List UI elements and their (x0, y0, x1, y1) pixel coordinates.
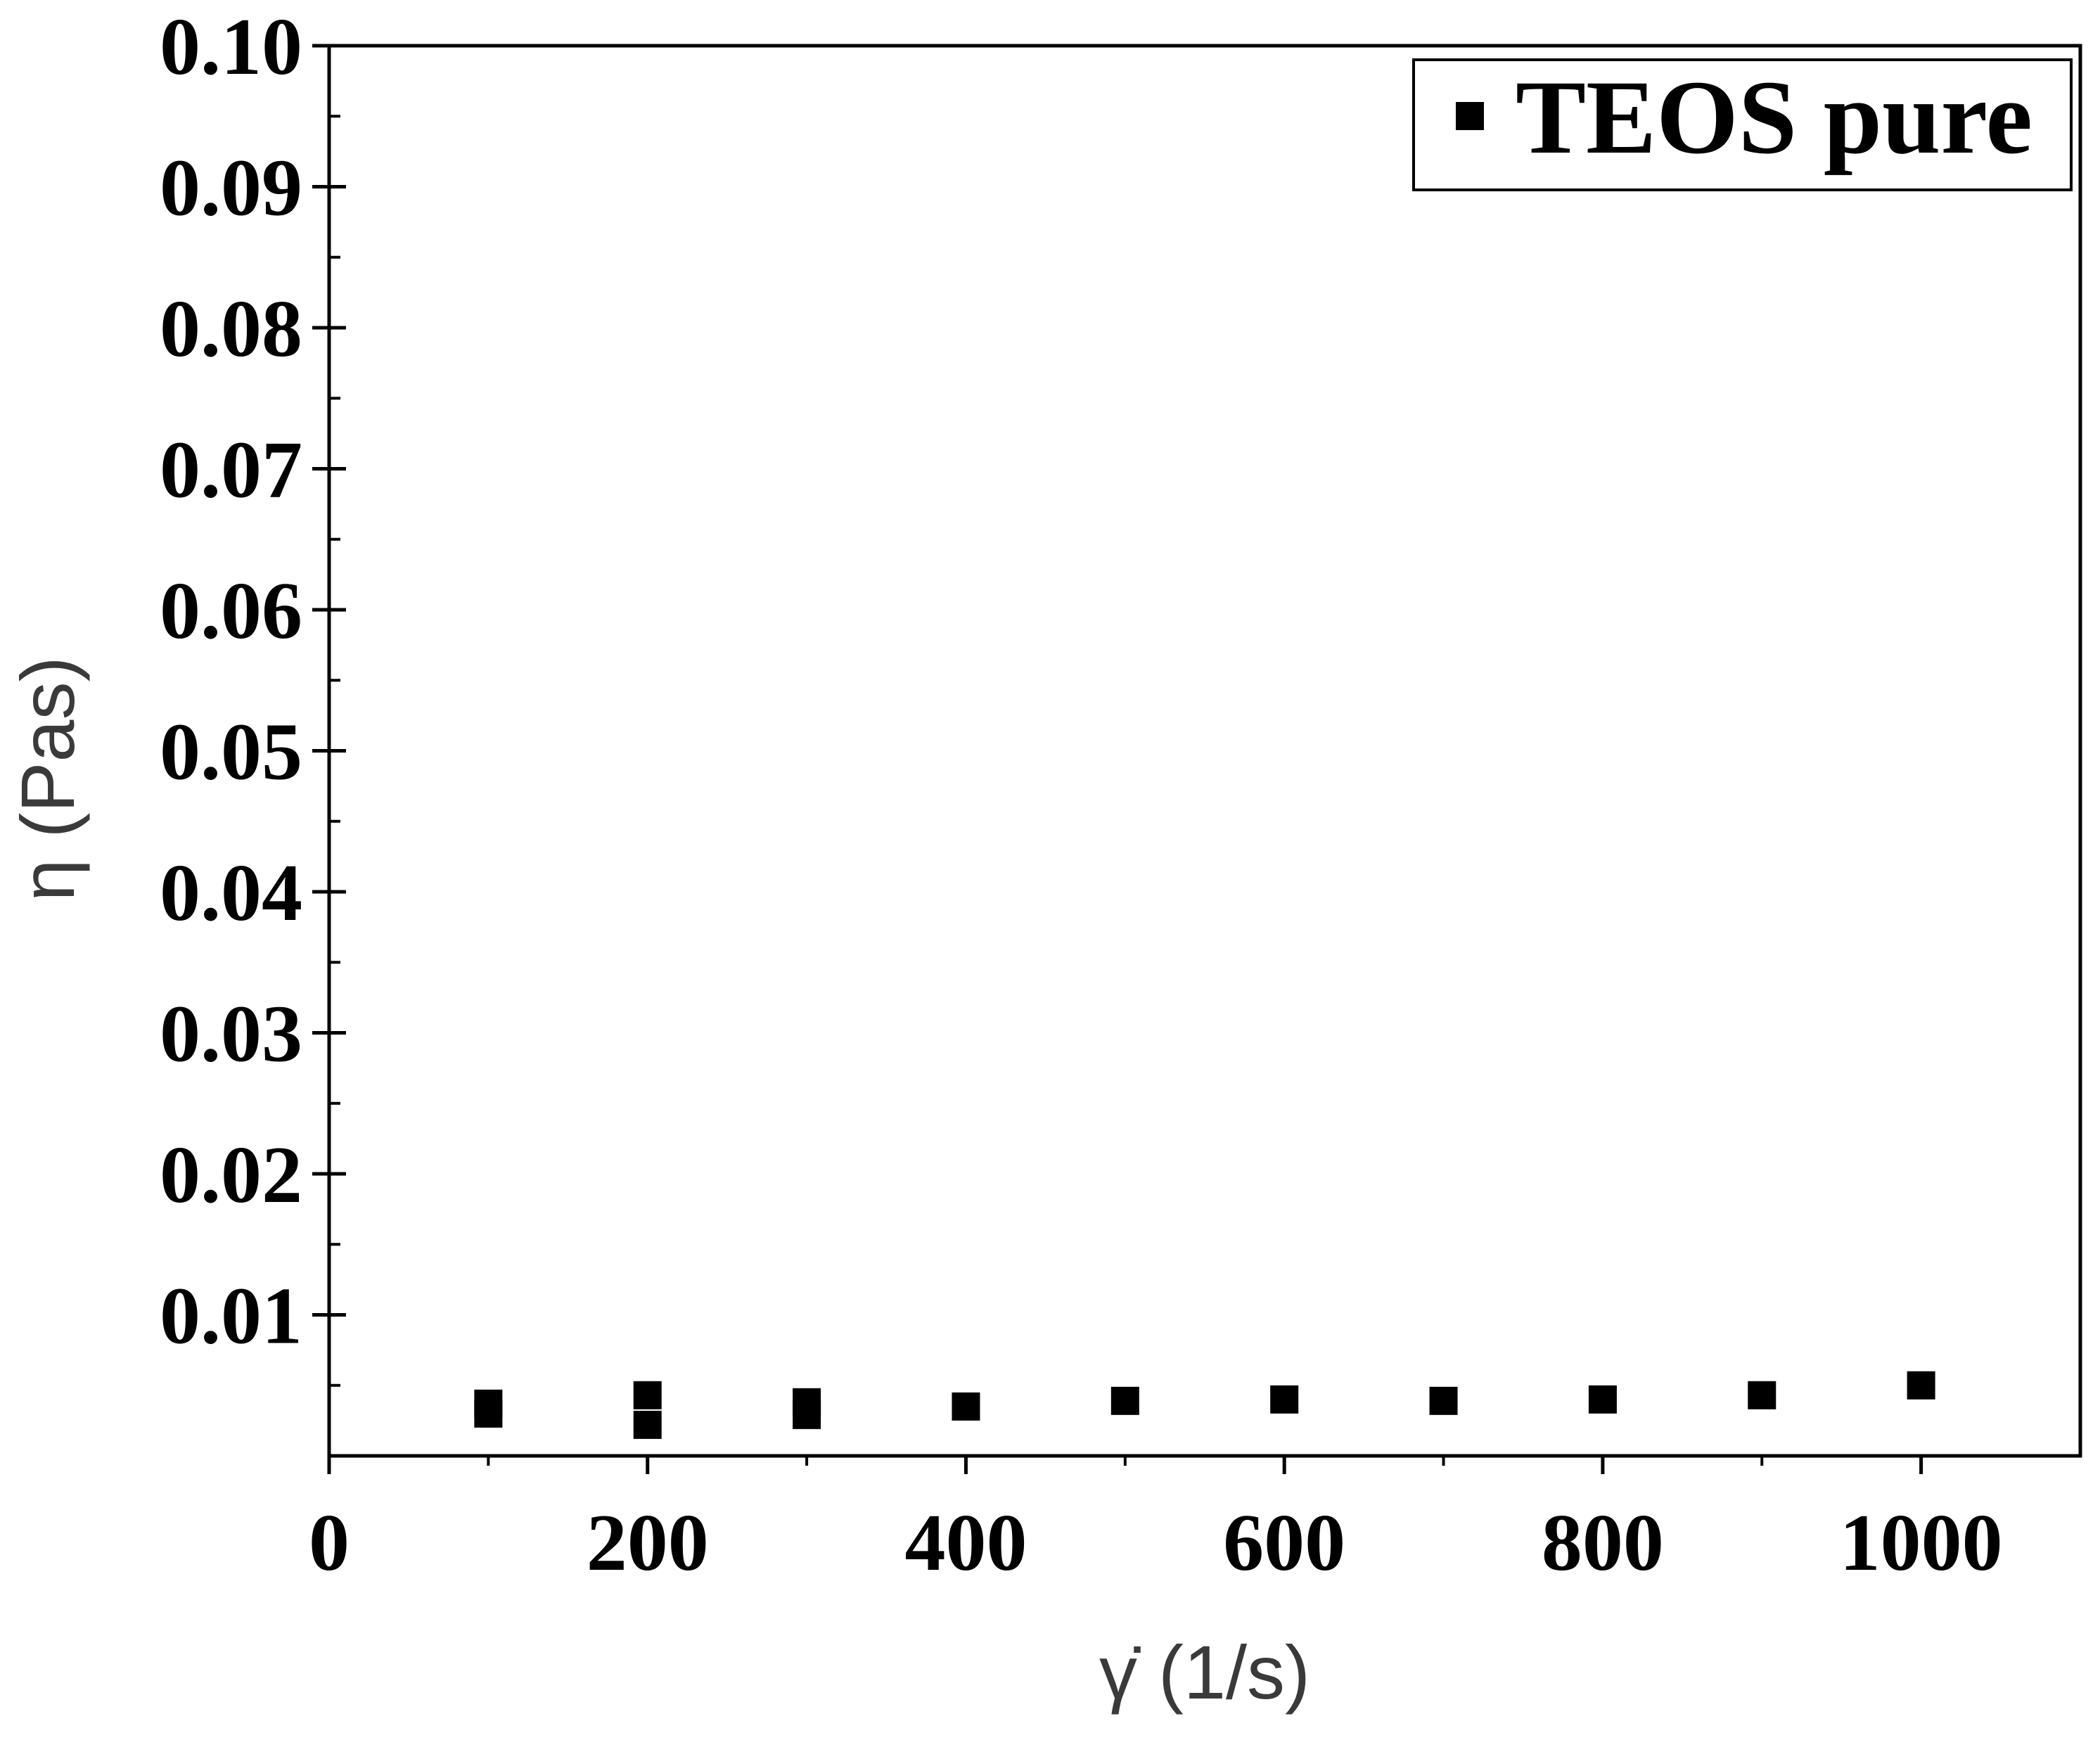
data-points (474, 1371, 1935, 1439)
x-tick-label: 600 (1223, 1498, 1345, 1588)
data-point (1270, 1385, 1299, 1414)
data-point (1110, 1386, 1139, 1415)
y-tick-label: 0.05 (160, 708, 302, 798)
legend-label: TEOS pure (1516, 59, 2032, 176)
legend-box (1412, 58, 2073, 191)
y-tick-label: 0.03 (160, 990, 302, 1080)
x-tick-label: 1000 (1840, 1498, 2003, 1588)
data-point (1429, 1386, 1458, 1415)
data-point (1907, 1371, 1935, 1400)
x-tick-label: 800 (1542, 1498, 1664, 1588)
data-point (633, 1381, 662, 1409)
data-point (633, 1410, 662, 1439)
x-tick-label: 200 (587, 1498, 709, 1588)
x-axis-ticks: 0 200 400 600 800 1000 (309, 1456, 2003, 1588)
data-point (474, 1399, 503, 1428)
y-tick-label: 0.10 (160, 2, 302, 92)
legend-marker-square (1456, 102, 1484, 130)
y-tick-label: 0.02 (160, 1130, 302, 1220)
x-axis-title: γ̇ (1/s) (1099, 1630, 1310, 1715)
y-tick-label: 0.08 (160, 284, 302, 374)
data-point (1748, 1381, 1776, 1409)
legend: TEOS pure (1412, 58, 2073, 191)
y-tick-label: 0.09 (160, 143, 302, 234)
data-point (952, 1392, 980, 1421)
data-point (1588, 1385, 1617, 1414)
y-tick-label: 0.07 (160, 426, 302, 516)
y-tick-label: 0.06 (160, 566, 302, 656)
y-axis-ticks: 0.01 0.02 0.03 0.04 0.05 0.06 0.07 0.08 0.09 0.10 (160, 2, 346, 1362)
y-tick-label: 0.04 (160, 848, 302, 938)
x-tick-label: 400 (904, 1498, 1027, 1588)
y-tick-label: 0.01 (160, 1272, 302, 1362)
data-point (793, 1400, 821, 1429)
y-axis-title: η (Pas) (5, 656, 90, 901)
x-tick-label: 0 (309, 1498, 350, 1588)
